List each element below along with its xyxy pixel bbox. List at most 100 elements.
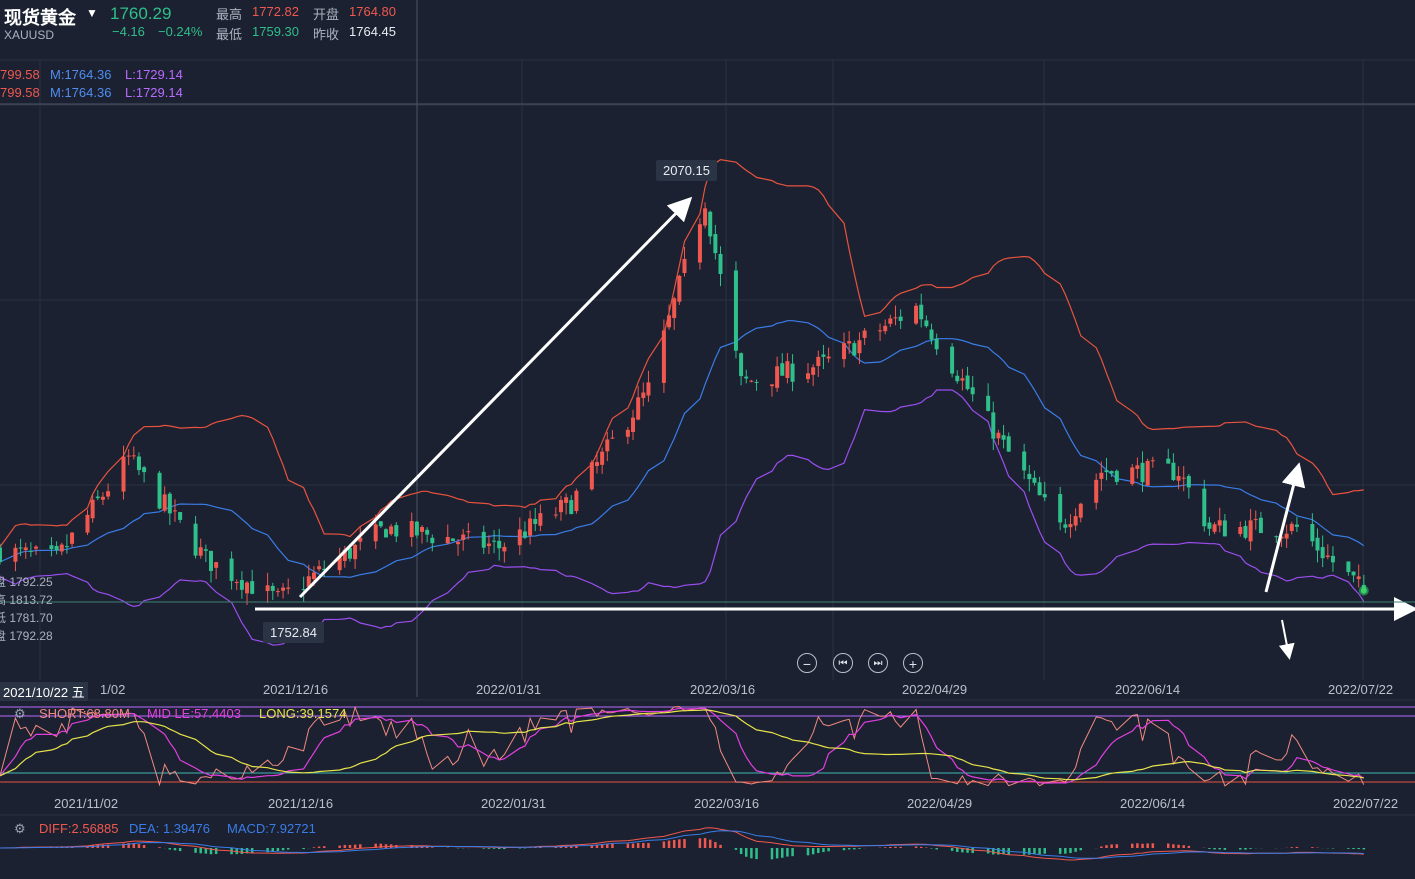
candle-body [564,497,569,503]
candle-body [1042,494,1047,498]
candle-body [1150,460,1155,462]
candle-body [1217,520,1222,526]
candle-body [54,545,59,551]
gear-icon[interactable]: ⚙ [14,706,26,721]
candle-body [811,367,816,375]
open-value: 1764.80 [349,4,396,19]
main-date-1: 2021/12/16 [263,682,329,697]
candle-body [425,529,430,535]
main-date-6: 2022/07/22 [1328,682,1394,697]
candle-body [383,529,388,538]
candle-body [569,500,574,515]
candle-body [311,572,316,580]
candle-body [1202,488,1207,527]
kd-long-legend: LONG:39.1574 [259,706,347,721]
candle-body [1145,460,1150,486]
candle-body [306,576,311,587]
candle-body [1289,523,1294,531]
candle-body [960,378,965,381]
candle-body [1310,524,1315,542]
candle-body [136,456,141,471]
candle-body [631,417,636,432]
forward-button[interactable]: ⏭ [868,653,888,673]
candle-body [1171,462,1176,480]
candle-body [574,490,579,512]
candle-body [646,382,651,396]
zoom-out-button[interactable]: − [797,653,817,673]
candle-body [450,538,455,542]
ohlc-open: 盘 1792.25 [0,575,53,589]
candle-body [898,316,903,321]
price-change: −4.16 [112,24,145,39]
candle-body [888,318,893,324]
candle-body [1099,472,1104,479]
zoom-in-button[interactable]: + [903,653,923,673]
candle-body [456,541,461,545]
candle-body [1243,525,1248,538]
boll-mid-legend: M:1764.36 [50,67,112,82]
main-date-2: 2022/01/31 [476,682,542,697]
main-date-4: 2022/04/29 [902,682,968,697]
candle-body [744,376,749,379]
kd-mid-legend: MID LE:57.4403 [147,706,241,721]
candle-body [28,550,33,552]
candle-body [1068,524,1073,528]
candle-body [1037,482,1042,496]
main-date-0: 1/02 [100,682,126,697]
cursor-date: 2021/10/22 五 [0,682,88,701]
candle-body [1181,477,1186,479]
candle-body [1027,473,1032,480]
candle-body [250,581,255,594]
candle-body [1001,435,1006,440]
candle-body [245,582,250,594]
candle-body [106,491,111,497]
candle-body [924,320,929,327]
candle-body [1222,520,1227,537]
candle-body [605,439,610,452]
candle-body [1325,555,1330,557]
candle-body [90,499,95,519]
chevron-down-icon[interactable]: ▼ [86,6,98,20]
macd-gear-icon[interactable]: ⚙ [14,821,26,836]
candle-body [780,363,785,376]
candle-body [826,356,831,359]
candle-body [970,387,975,395]
candle-body [486,543,491,547]
candle-body [847,341,852,344]
candle-body [718,253,723,274]
candle-body [667,315,672,328]
candle-body [641,392,646,399]
candle-body [929,329,934,340]
candle-body [914,305,919,324]
back-button[interactable]: ⏮ [833,653,853,673]
candle-body [373,524,378,542]
kd-date-1: 2021/12/16 [268,796,334,811]
ohlc-high: 高 1813.72 [0,593,53,607]
candle-body [1238,526,1243,534]
candle-body [713,234,718,254]
candle-body [682,258,687,274]
candle-body [59,544,64,552]
candle-body [1130,467,1135,485]
candle-body [1294,524,1299,527]
candle-body [353,544,358,560]
candle-body [1006,436,1011,452]
candle-body [121,456,126,492]
candle-body [420,526,425,532]
candle-body [502,546,507,552]
kd-date-2: 2022/01/31 [481,796,547,811]
candle-body [23,547,28,551]
candle-body [610,437,615,439]
candle-body [600,451,605,465]
candle-body [842,343,847,360]
candle-body [466,531,471,533]
candle-body [409,521,414,538]
candle-body [697,224,702,263]
candle-body [131,455,136,457]
candle-body [301,589,306,591]
prev-close-label: 昨收 [313,27,340,42]
symbol-name[interactable]: 现货黄金 [4,8,76,28]
trend-arrow-up [298,196,693,599]
candle-body [806,373,811,380]
